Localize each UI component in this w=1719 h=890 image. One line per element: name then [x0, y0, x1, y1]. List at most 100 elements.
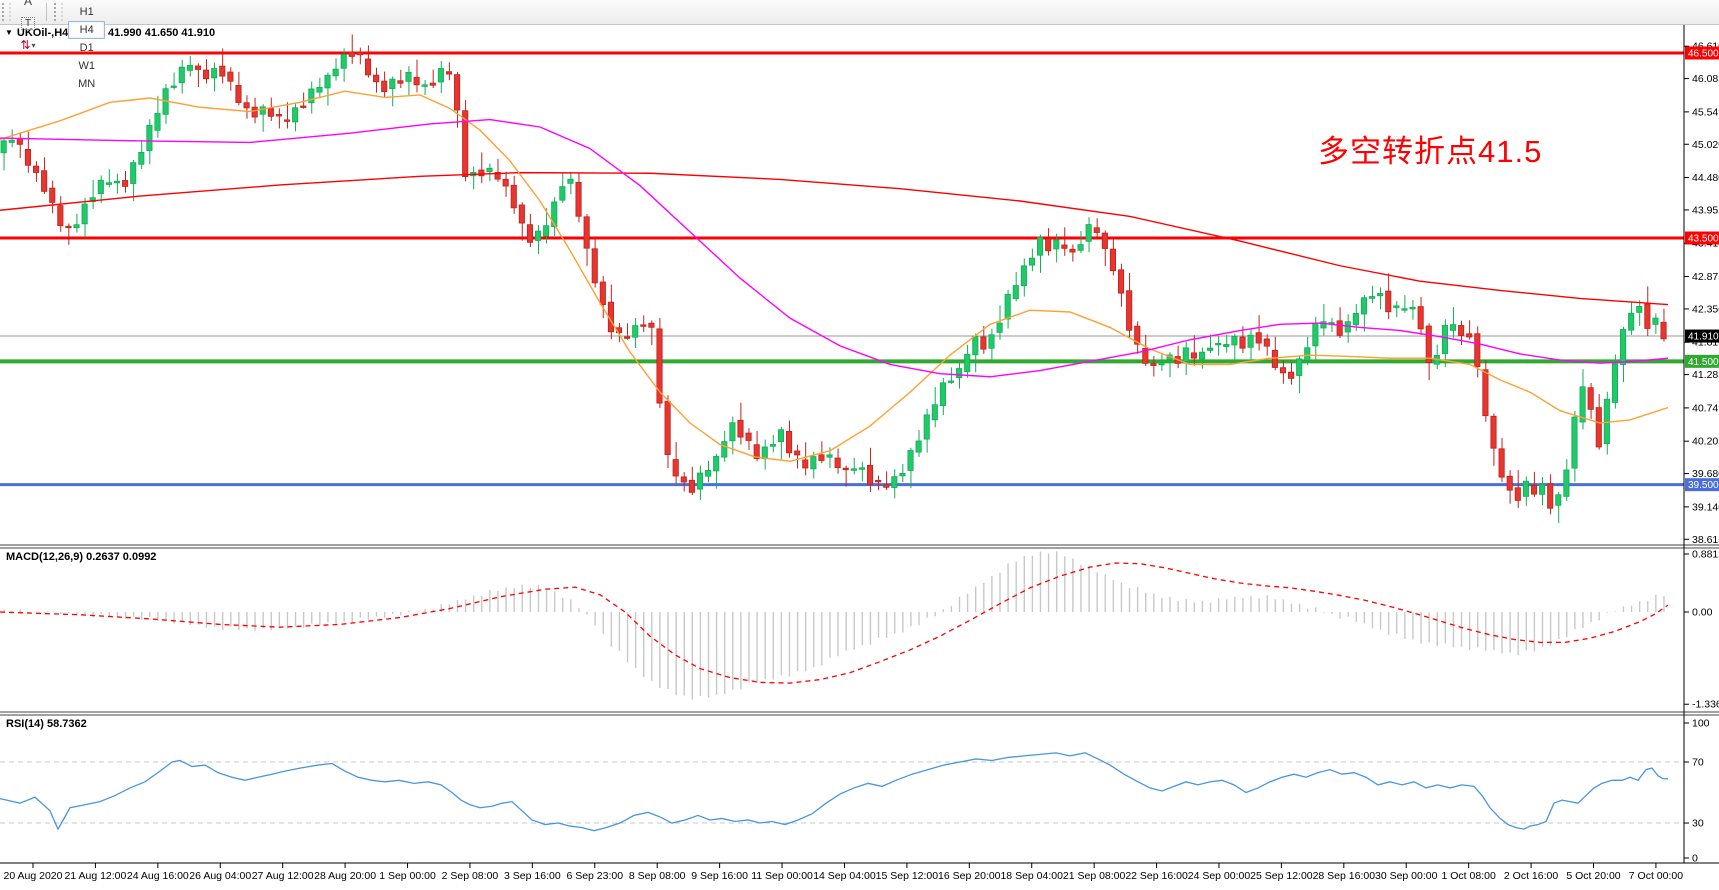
annotation-text[interactable]: 多空转折点41.5: [1318, 134, 1543, 169]
candle-body: [65, 225, 72, 229]
price-axis-tick-label: 45.020: [1692, 139, 1719, 151]
candle-body: [688, 479, 695, 493]
time-axis-label: 14 Sep 04:00: [813, 870, 876, 882]
candle-body: [486, 167, 493, 173]
candle-body: [891, 476, 898, 488]
candle-body: [1255, 332, 1262, 344]
price-badge-41.500: [1685, 354, 1719, 368]
candle-body: [875, 480, 882, 483]
arrows-dropdown-caret[interactable]: ▾: [31, 40, 36, 50]
candle-body: [632, 325, 639, 338]
candle-body: [1595, 407, 1602, 448]
time-axis-label: 16 Sep 20:00: [938, 870, 1001, 882]
candle-body: [1304, 347, 1311, 361]
candle-body: [810, 456, 817, 470]
candle-body: [105, 182, 112, 185]
candle-body: [1522, 480, 1529, 497]
candle-body: [356, 51, 363, 56]
time-axis-label: 9 Sep 16:00: [691, 870, 748, 882]
ma-magenta-line: [0, 118, 1669, 378]
candle-body: [1207, 347, 1214, 351]
rsi-axis-tick-label: 70: [1692, 757, 1704, 769]
candle-body: [397, 80, 404, 84]
timeframe-button-mn[interactable]: MN: [78, 78, 96, 90]
candle-body: [518, 204, 525, 224]
macd-axis-tick-label: -1.3368: [1692, 699, 1719, 711]
timeframe-button-h1[interactable]: H1: [79, 6, 94, 18]
candle-body: [1279, 367, 1287, 374]
candle-body: [340, 54, 347, 69]
time-axis-label: 27 Aug 12:00: [252, 870, 314, 882]
candle-body: [373, 74, 380, 83]
candle-body: [1352, 313, 1359, 326]
arrows-icon[interactable]: ⇅ ▾: [20, 38, 36, 52]
candle-body: [737, 419, 744, 438]
text-icon[interactable]: A: [23, 0, 32, 8]
timeframe-button-h4[interactable]: H4: [68, 21, 106, 39]
timeframe-toolbar: M1M5M15M30H1H4D1W1MN: [67, 0, 106, 93]
price-axis-tick-label: 45.545: [1692, 106, 1719, 118]
price-badge-39.500: [1685, 478, 1719, 492]
candle-body: [777, 429, 785, 443]
candle-body: [1449, 324, 1457, 331]
symbol-dropdown-icon[interactable]: ▼: [5, 28, 13, 37]
macd-indicator-label: MACD(12,26,9) 0.2637 0.0992: [6, 551, 157, 563]
candle-body: [947, 380, 955, 383]
candle-body: [364, 58, 372, 76]
candle-body: [267, 108, 274, 117]
candle-body: [1628, 312, 1635, 331]
candle-body: [1587, 387, 1594, 410]
candle-body: [89, 197, 96, 203]
macd-axis-tick-label: 0.8812: [1692, 549, 1719, 561]
candle-body: [1514, 487, 1521, 501]
candle-body: [1037, 236, 1044, 256]
candle-body: [494, 172, 501, 180]
price-axis-tick-label: 46.085: [1692, 73, 1719, 85]
time-axis-label: 20 Aug 2020: [4, 870, 63, 882]
toolbar-grip[interactable]: [54, 3, 63, 21]
candle-body: [1425, 325, 1432, 363]
time-axis-label: 21 Sep 08:00: [1063, 870, 1126, 882]
candle-body: [1644, 303, 1651, 329]
candle-body: [1093, 227, 1100, 233]
time-axis-label: 24 Sep 00:00: [1188, 870, 1251, 882]
candle-body: [1636, 306, 1643, 313]
timeframe-button-w1[interactable]: W1: [78, 60, 95, 72]
candle-body: [1215, 342, 1222, 346]
price-axis-tick-label: 38.615: [1692, 534, 1719, 546]
candle-body: [1401, 308, 1408, 311]
time-axis-label: 5 Oct 20:00: [1566, 870, 1620, 882]
price-badge-43.500: [1685, 231, 1719, 245]
text-label-icon[interactable]: T: [16, 12, 40, 34]
time-axis-label: 2 Oct 16:00: [1504, 870, 1558, 882]
candle-body: [1409, 306, 1416, 310]
candle-body: [1231, 336, 1238, 346]
time-axis-label: 1 Sep 00:00: [379, 870, 436, 882]
price-badge-46.500: [1685, 46, 1719, 60]
timeframe-button-d1[interactable]: D1: [79, 42, 94, 54]
candle-body: [1482, 369, 1489, 417]
candle-body: [1336, 320, 1343, 336]
candle-body: [113, 180, 121, 184]
price-axis-tick-label: 43.955: [1692, 204, 1719, 216]
macd-signal-line: [0, 562, 1669, 684]
candle-body: [729, 422, 736, 442]
time-axis-label: 28 Aug 20:00: [314, 870, 376, 882]
toolbar-grip[interactable]: [2, 3, 11, 21]
candle-body: [1320, 321, 1327, 329]
candle-body: [535, 230, 542, 241]
candle-body: [551, 201, 558, 227]
candle-body: [1126, 290, 1133, 331]
candle-body: [138, 151, 145, 165]
candle-body: [567, 178, 574, 184]
candle-body: [462, 110, 469, 178]
candle-body: [526, 224, 534, 243]
candle-body: [915, 440, 922, 453]
candle-body: [235, 85, 242, 103]
symbol-ohlc-text: UKOil-,H4 41.820 41.990 41.650 41.910: [16, 27, 216, 39]
candle-body: [1004, 294, 1011, 320]
time-axis-label: 6 Sep 23:00: [566, 870, 623, 882]
candle-body: [203, 69, 210, 80]
price-axis-tick-label: 40.745: [1692, 402, 1719, 414]
